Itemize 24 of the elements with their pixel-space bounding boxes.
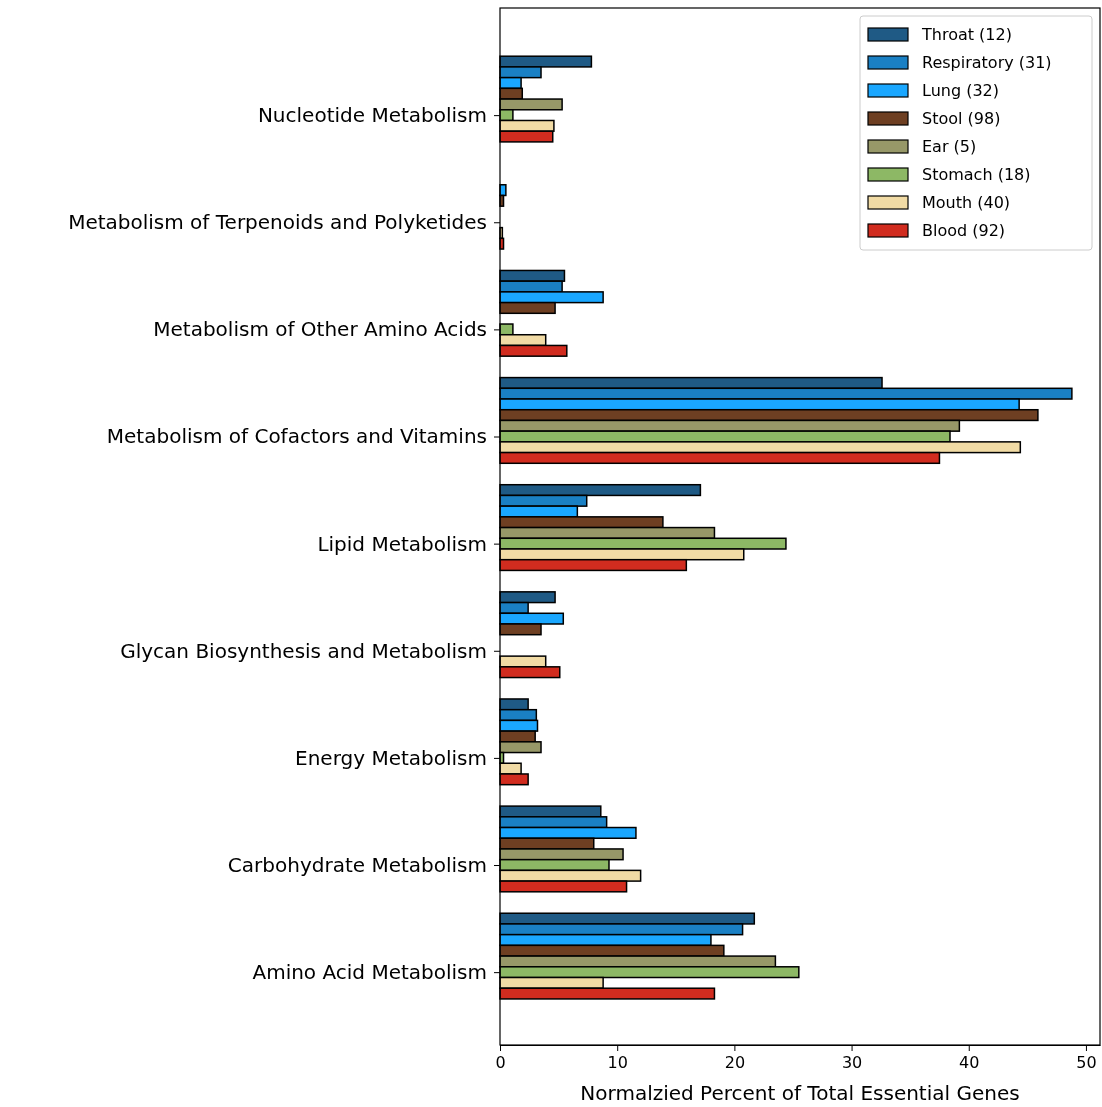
x-tick-label: 20 xyxy=(724,1053,746,1073)
legend-label: Ear (5) xyxy=(922,137,977,156)
y-tick-label: Energy Metabolism xyxy=(295,745,487,770)
legend-label: Blood (92) xyxy=(922,221,1006,240)
legend-label: Mouth (40) xyxy=(922,193,1011,212)
x-tick-label: 50 xyxy=(1076,1053,1097,1073)
x-tick-label: 0 xyxy=(495,1053,506,1073)
y-tick-label: Lipid Metabolism xyxy=(317,531,487,556)
y-tick-label: Metabolism of Cofactors and Vitamins xyxy=(106,424,487,449)
y-tick-label: Metabolism of Other Amino Acids xyxy=(153,317,487,342)
legend-label: Lung (32) xyxy=(922,81,999,100)
legend-label: Respiratory (31) xyxy=(922,53,1052,72)
x-tick-label: 40 xyxy=(959,1053,980,1073)
y-tick-label: Metabolism of Terpenoids and Polyketides xyxy=(68,210,487,235)
x-axis-title: Normalzied Percent of Total Essential Genes xyxy=(580,1081,1020,1105)
y-tick-label: Glycan Biosynthesis and Metabolism xyxy=(120,638,487,663)
y-tick-label: Carbohydrate Metabolism xyxy=(227,852,487,877)
legend-label: Throat (12) xyxy=(921,25,1012,44)
x-tick-label: 30 xyxy=(841,1053,863,1073)
legend-label: Stool (98) xyxy=(922,109,1001,128)
y-tick-label: Nucleotide Metabolism xyxy=(257,103,487,128)
y-tick-label: Amino Acid Metabolism xyxy=(252,960,487,985)
legend-label: Stomach (18) xyxy=(922,165,1031,184)
x-tick-label: 10 xyxy=(607,1053,628,1073)
